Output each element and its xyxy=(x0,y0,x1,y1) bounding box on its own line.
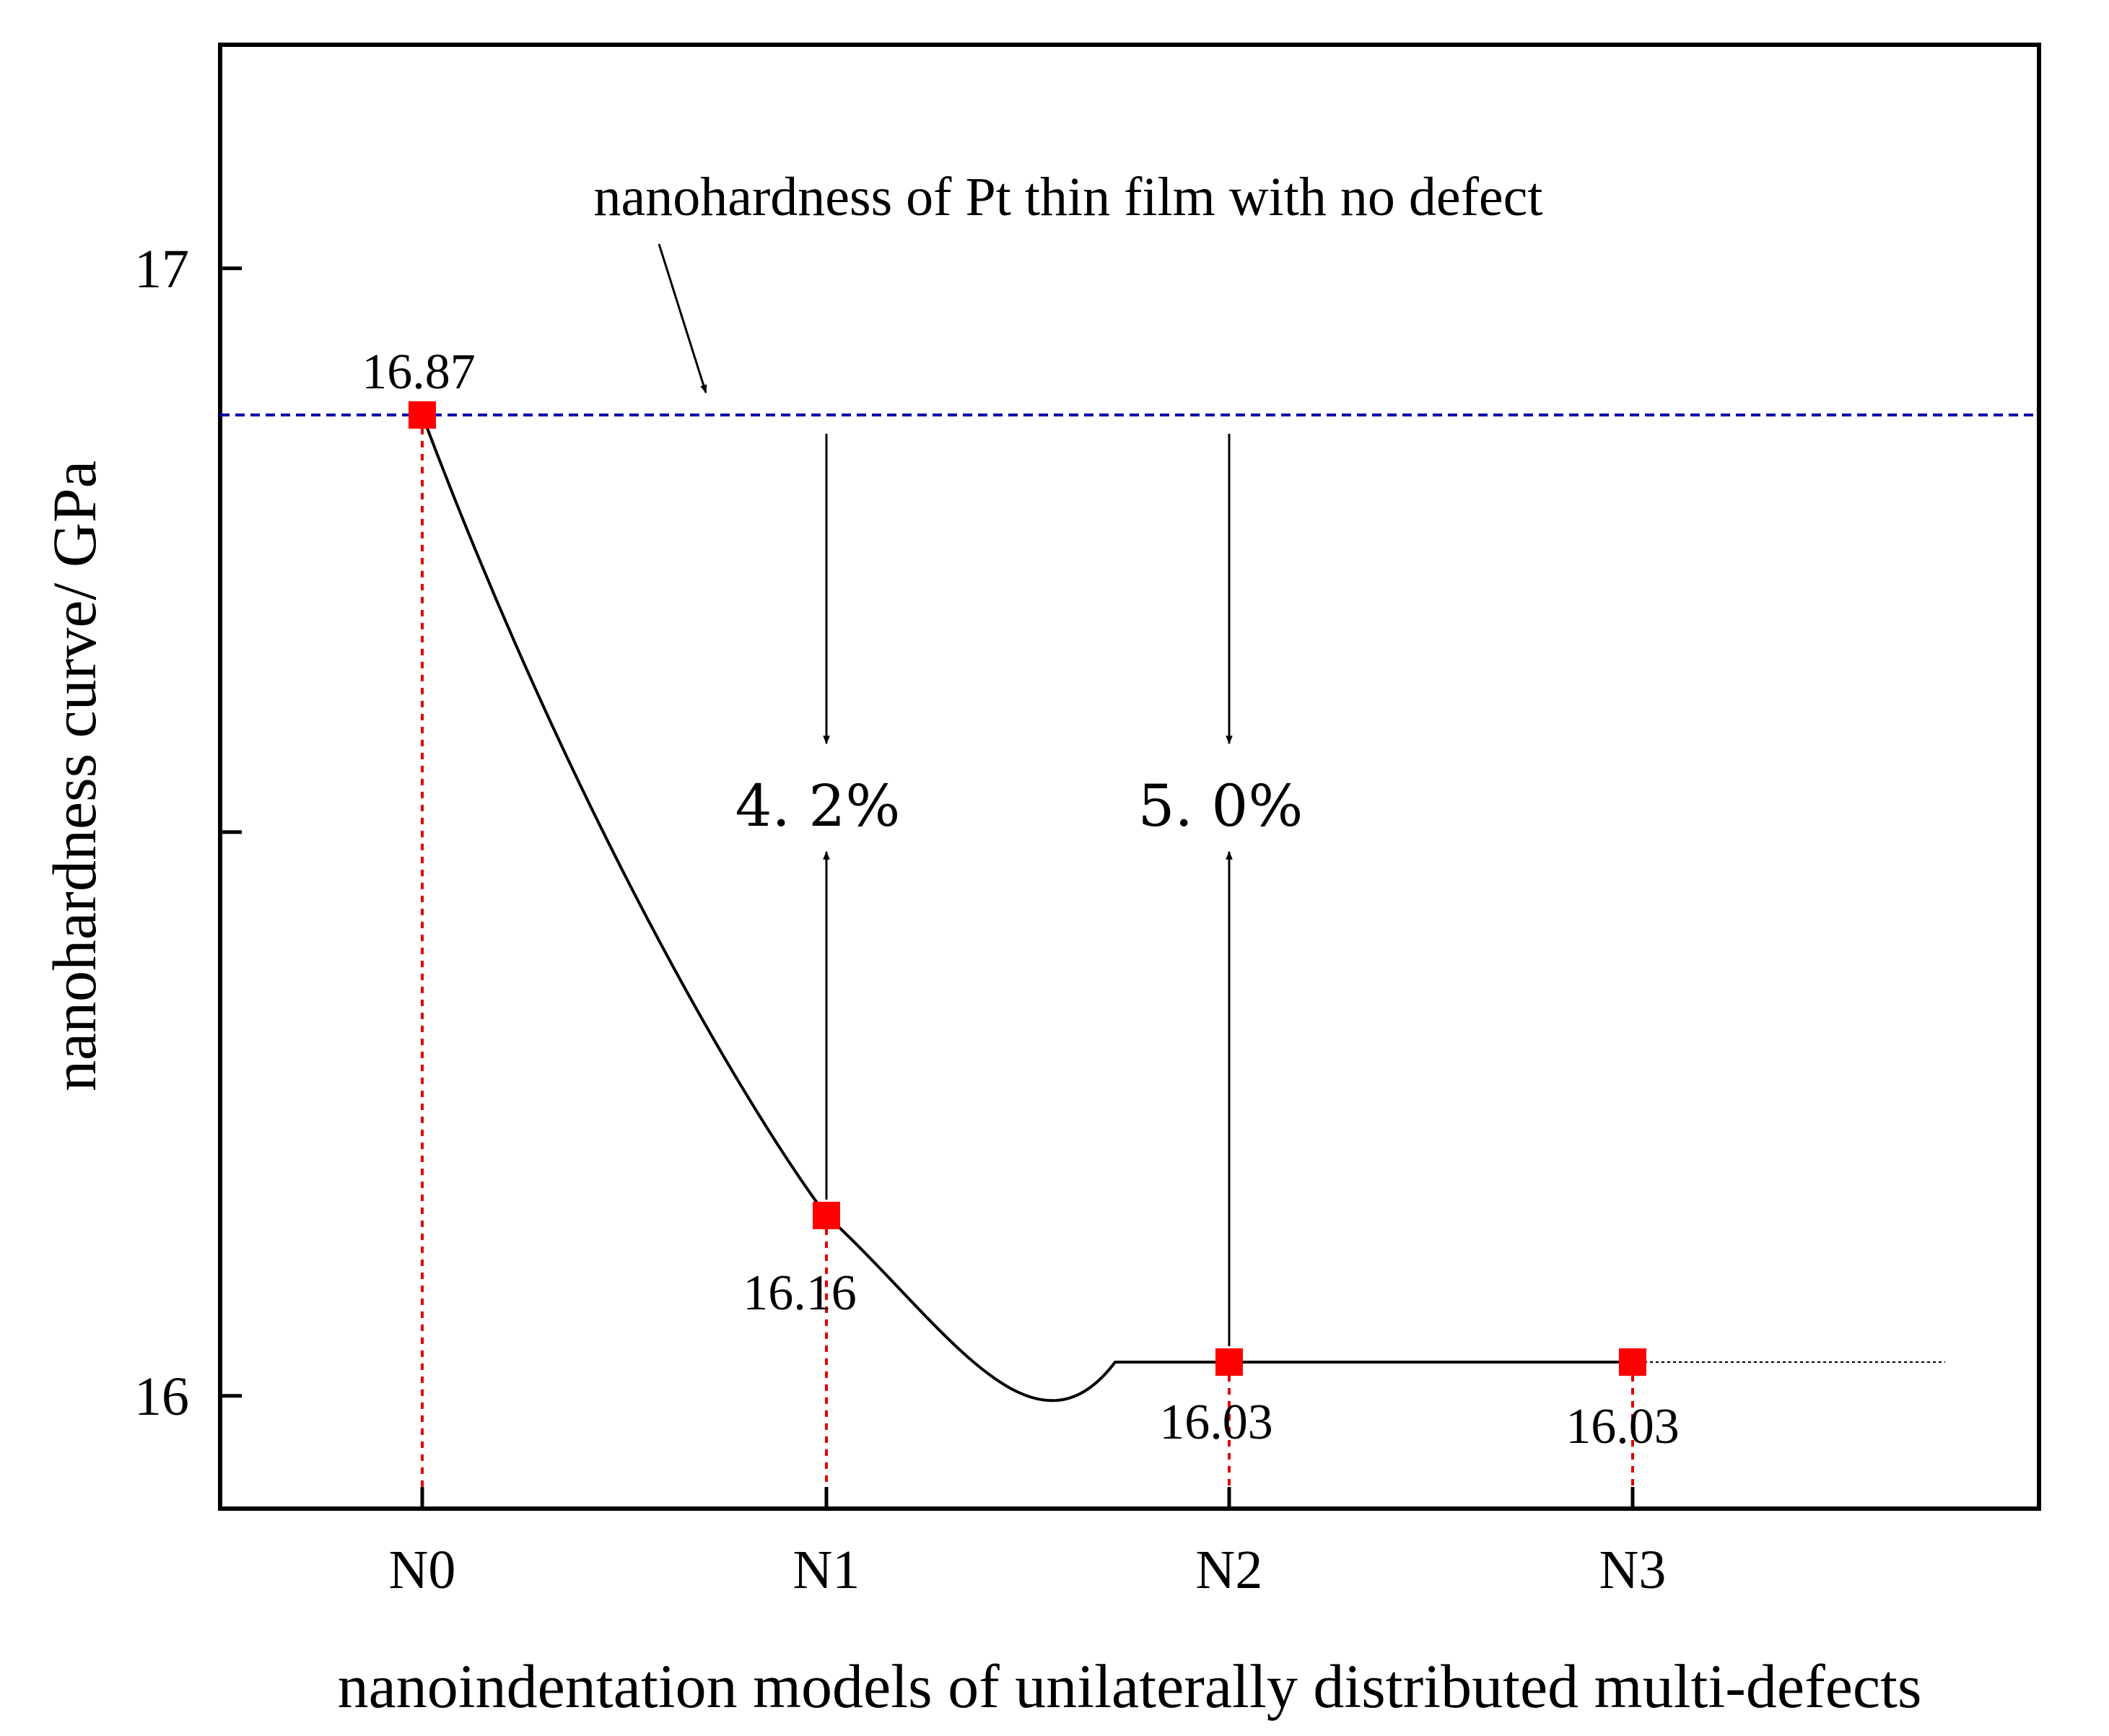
series-line-nanohardness xyxy=(421,414,1633,1403)
x-tick-label: N1 xyxy=(793,1540,860,1600)
y-tick-label: 17 xyxy=(134,239,189,300)
reference-annotation-arrow xyxy=(658,243,707,394)
drop-lines xyxy=(421,414,1634,1509)
reduction-label-n1: 4. 2% xyxy=(735,772,901,839)
reduction-arrows: 4. 2% 5. 0% xyxy=(735,433,1304,1346)
label-layer: 16.87 16.16 16.03 16.03 xyxy=(362,344,1680,1454)
reference-annotation: nanohardness of Pt thin film with no def… xyxy=(594,167,1543,227)
x-tick-label: N0 xyxy=(389,1540,456,1600)
y-axis-title: nanohardness curve/ GPa xyxy=(40,461,109,1091)
data-label-n3: 16.03 xyxy=(1566,1399,1680,1454)
data-label-n0: 16.87 xyxy=(362,344,476,400)
data-label-n1: 16.16 xyxy=(743,1265,857,1321)
reduction-label-n2: 5. 0% xyxy=(1138,772,1304,839)
x-axis-title: nanoindentation models of unilaterally d… xyxy=(338,1652,1922,1721)
data-point-n3 xyxy=(1619,1348,1646,1376)
data-point-n2 xyxy=(1215,1348,1243,1376)
data-point-n0 xyxy=(409,401,436,429)
axis-layer: 17 16 N0 N1 N2 N3 xyxy=(134,239,1666,1600)
x-tick-label: N2 xyxy=(1196,1540,1263,1600)
x-tick-label: N3 xyxy=(1599,1540,1667,1600)
plot-frame xyxy=(218,43,2041,1511)
data-label-n2: 16.03 xyxy=(1159,1395,1273,1450)
marker-layer xyxy=(409,401,1646,1376)
data-point-n1 xyxy=(813,1201,840,1229)
y-tick-label: 16 xyxy=(134,1366,189,1427)
curve-layer xyxy=(421,414,1945,1403)
